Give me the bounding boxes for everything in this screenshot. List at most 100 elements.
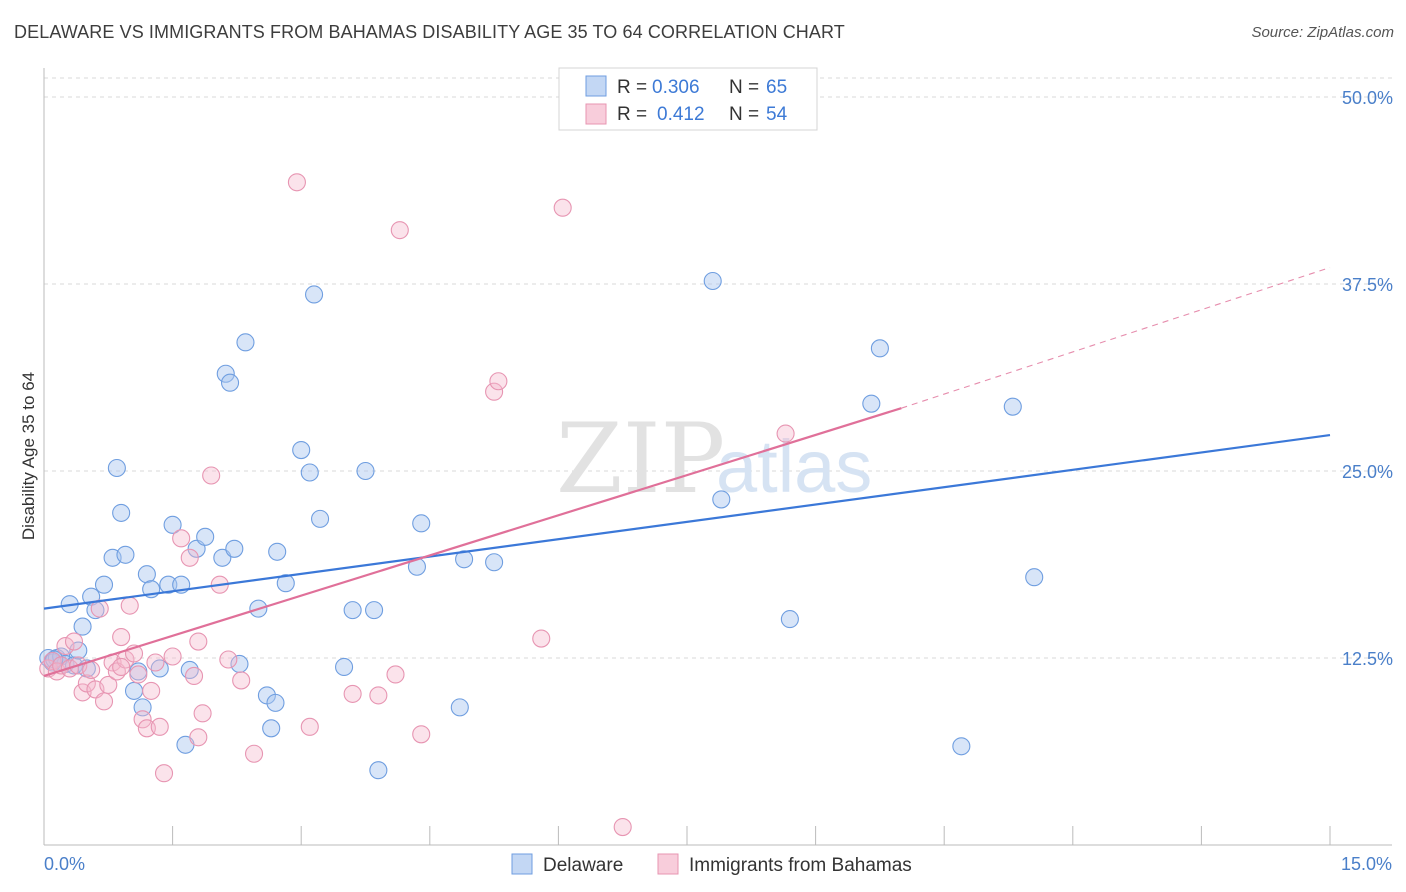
bottom-legend: Delaware Immigrants from Bahamas [511,853,912,876]
delaware-point [220,373,240,392]
legend-swatch-bahamas [585,103,607,125]
legend-r-value-2: 0.412 [657,104,705,125]
delaware-point [300,463,319,482]
bahamas-point [172,529,191,548]
bahamas-point [163,647,182,666]
bahamas-point [219,650,238,669]
bahamas-point [94,692,114,711]
legend: R = 0.306 N = 65 R = 0.412 N = 54 [558,67,818,131]
source-label: Source: ZipAtlas.com [1251,24,1394,41]
bahamas-trend-extrapolation [901,267,1331,409]
legend-n-label-2: N = [729,104,759,125]
bahamas-point [553,198,572,217]
bahamas-point [112,657,131,677]
bahamas-point [485,382,504,401]
bottom-legend-label-bahamas: Immigrants from Bahamas [689,855,912,876]
watermark-atlas: atlas [716,425,872,508]
bahamas-point [150,717,169,736]
delaware-point [262,719,281,738]
legend-r-value-1: 0.306 [652,77,700,98]
delaware-point [712,490,731,509]
delaware-point [485,553,504,572]
delaware-point [343,601,362,620]
bahamas-trend-line [43,407,902,678]
y-tick-labels: 12.5% 25.0% 37.5% 50.0% [1342,88,1393,669]
delaware-point [196,527,215,546]
delaware-point [450,698,469,717]
y-tick-label-2: 37.5% [1342,275,1393,295]
bahamas-point [142,681,161,700]
bahamas-point [193,704,212,723]
delaware-point [870,339,889,358]
delaware-point [455,550,474,569]
chart-title: DELAWARE VS IMMIGRANTS FROM BAHAMAS DISA… [14,22,845,42]
delaware-point [268,542,287,561]
legend-r-label-1: R = [617,77,647,98]
bahamas-point [343,684,362,703]
bahamas-point [489,372,508,391]
delaware-point [112,503,131,522]
delaware-point [163,515,182,534]
legend-swatch-delaware [585,75,607,97]
trend-lines [43,267,1331,678]
bahamas-point [99,675,118,694]
y-tick-label-0: 12.5% [1342,649,1393,669]
y-tick-label-3: 50.0% [1342,88,1393,108]
bottom-legend-label-delaware: Delaware [543,855,623,876]
delaware-point [369,761,388,780]
delaware-point [266,693,285,712]
delaware-point [356,461,375,481]
bottom-legend-swatch-delaware [511,853,533,875]
delaware-point [276,574,295,593]
bahamas-point [369,686,388,705]
axes [43,68,1392,846]
delaware-point [107,458,126,478]
bahamas-point [287,173,306,192]
delaware-point [1003,397,1022,416]
gridlines [44,77,1392,659]
legend-r-label-2: R = [617,104,647,125]
watermark: ZIP atlas [556,403,872,515]
delaware-point [73,617,92,636]
bahamas-point [613,817,632,837]
bahamas-point [64,632,84,651]
bahamas-point [56,636,75,656]
bahamas-point [202,466,221,485]
bahamas-point [390,221,409,240]
bahamas-point [412,725,431,744]
delaware-point [292,441,311,460]
delaware-point [225,539,244,558]
bahamas-point [232,671,251,690]
legend-n-value-1: 65 [766,77,787,98]
delaware-point [236,333,255,352]
series-delaware-points [39,271,1044,780]
bahamas-point [43,651,62,671]
bahamas-point [184,666,204,686]
y-axis-label: Disability Age 35 to 64 [19,372,38,540]
y-tick-label-1: 25.0% [1342,462,1393,482]
delaware-point [780,610,799,629]
delaware-point [703,271,722,291]
bahamas-point [386,665,405,684]
bahamas-point [189,632,208,651]
bahamas-point [776,424,795,443]
delaware-point [335,657,354,677]
delaware-trend-line [43,434,1331,610]
delaware-point [216,364,235,383]
bahamas-point [133,710,152,729]
bahamas-point [146,653,165,672]
delaware-point [412,514,431,533]
bahamas-point [300,717,319,736]
legend-n-label-1: N = [729,77,759,98]
series-bahamas-points [39,173,795,837]
bahamas-point [112,628,131,647]
delaware-point [159,575,178,594]
watermark-zip: ZIP [556,403,725,515]
delaware-point [137,565,156,584]
bahamas-point [244,744,264,763]
bahamas-point [532,629,551,648]
bahamas-point [180,548,199,567]
delaware-point [116,545,135,564]
bahamas-point [189,728,208,747]
